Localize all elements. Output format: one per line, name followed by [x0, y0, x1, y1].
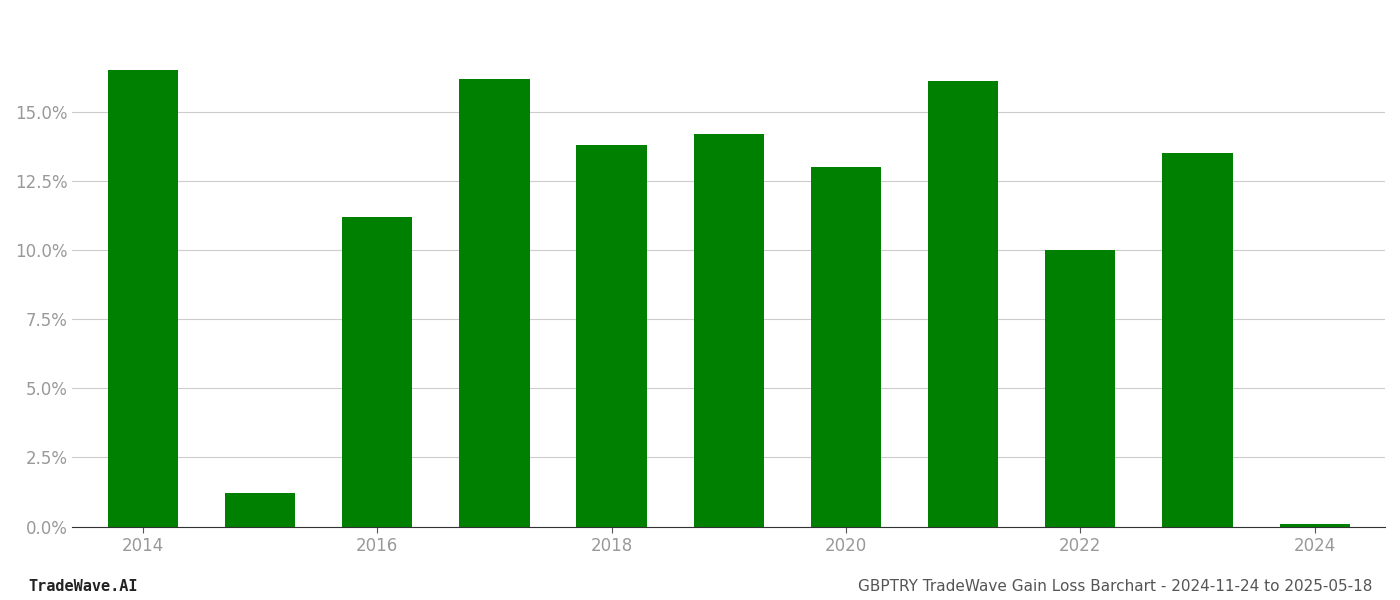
- Bar: [225, 493, 295, 527]
- Bar: [108, 70, 178, 527]
- Bar: [1280, 524, 1350, 527]
- Bar: [928, 82, 998, 527]
- Bar: [693, 134, 764, 527]
- Bar: [811, 167, 881, 527]
- Bar: [342, 217, 413, 527]
- Bar: [1162, 153, 1232, 527]
- Bar: [1046, 250, 1116, 527]
- Text: GBPTRY TradeWave Gain Loss Barchart - 2024-11-24 to 2025-05-18: GBPTRY TradeWave Gain Loss Barchart - 20…: [858, 579, 1372, 594]
- Text: TradeWave.AI: TradeWave.AI: [28, 579, 137, 594]
- Bar: [577, 145, 647, 527]
- Bar: [459, 79, 529, 527]
